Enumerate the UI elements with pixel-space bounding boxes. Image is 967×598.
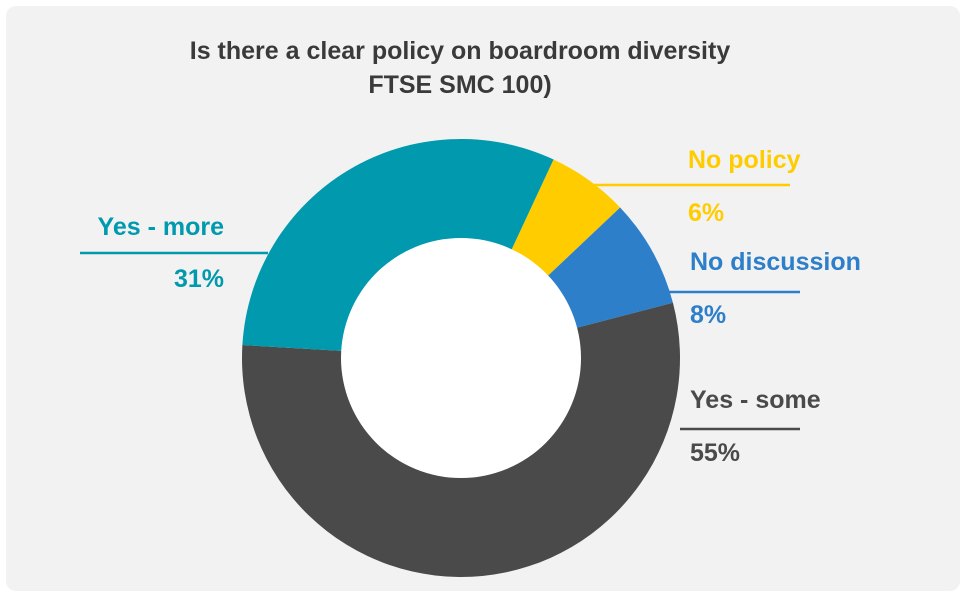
slice-labels: No policy 6% No discussion 8% Yes - some 55% Y…	[80, 146, 861, 467]
chart-title-line-1: Is there a clear policy on boardroom div…	[189, 37, 731, 65]
donut-hole	[341, 238, 581, 478]
slice-label-no-policy: No policy	[688, 146, 801, 174]
slice-value-no-policy: 6%	[688, 199, 724, 227]
slice-label-yes-more: Yes - more	[98, 213, 225, 241]
slice-label-no-discussion: No discussion	[690, 248, 861, 276]
chart-title-line-2: FTSE SMC 100)	[368, 71, 552, 99]
slice-value-no-discussion: 8%	[690, 301, 726, 329]
slice-value-yes-more: 31%	[174, 265, 224, 293]
slice-label-yes-some: Yes - some	[690, 386, 821, 414]
slice-value-yes-some: 55%	[690, 439, 740, 467]
